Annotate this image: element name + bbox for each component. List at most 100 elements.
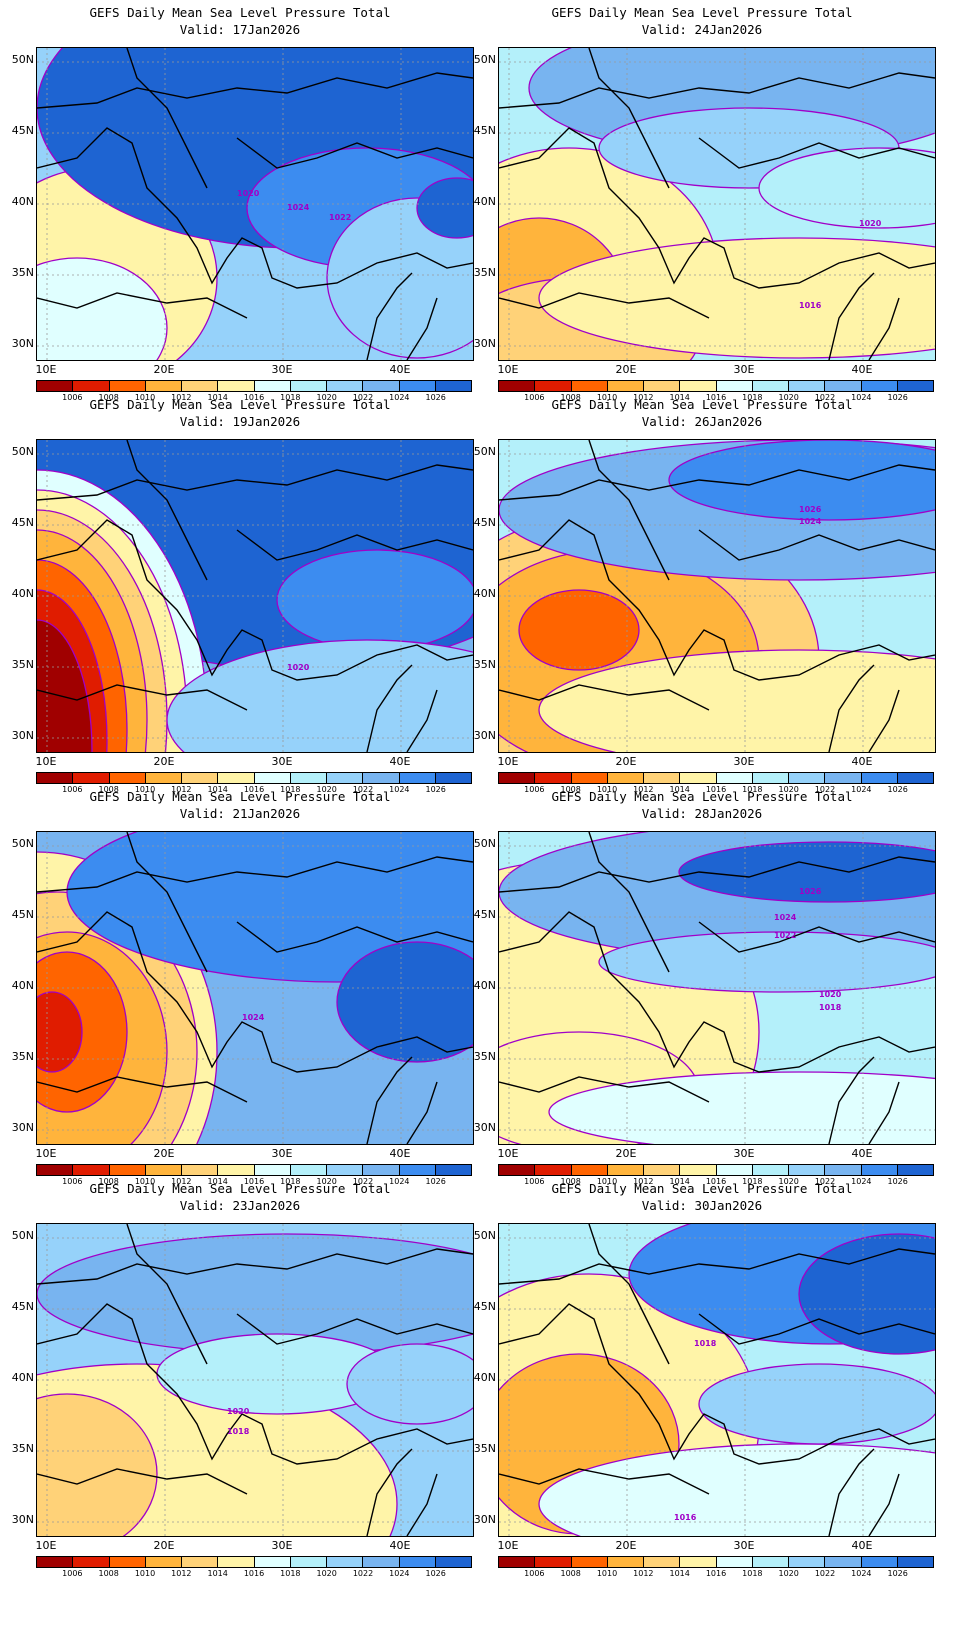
isobar-region [538,649,935,752]
longitude-label: 10E [35,363,57,376]
colorbar-tick-label: 1026 [425,393,446,402]
coastline [406,1473,438,1536]
colorbar-tick-label: 1014 [669,393,690,402]
coastline [868,1081,900,1144]
colorbar-tick-label: 1026 [425,1177,446,1186]
colorbar-tick-label: 1026 [887,1177,908,1186]
colorbar-tick-label: 1016 [243,1177,265,1186]
colorbar-tick-label: 1024 [389,1569,410,1578]
colorbar-tick-label: 1010 [596,393,618,402]
coastline [366,1056,413,1144]
colorbar-swatch [290,381,327,391]
isobar-region [416,177,473,239]
colorbar-labels: 1006 1008 1010 1012 1014 1016 1018 1020 1022 1024… [498,1569,934,1579]
colorbar-swatch [73,1557,110,1567]
coastline [366,272,413,360]
isobar-region [518,589,640,671]
colorbar-swatch [789,773,826,783]
coastline [37,519,473,681]
colorbar-tick-label: 1008 [560,785,581,794]
panel-valid-date: Valid: 24Jan2026 [641,22,763,37]
pressure-map: 1024 [36,831,474,1145]
coastline [236,137,473,169]
pressure-map: 1020 1016 [498,47,936,361]
latitude-label: 45N [11,1300,34,1313]
colorbar-labels: 1006 1008 1010 1012 1014 1016 1018 1020 1022 1024… [498,785,934,795]
longitude-label: 40E [851,363,873,376]
colorbar-swatch [182,773,219,783]
colorbar-swatch [571,773,608,783]
isobar-label: 1024 [774,913,797,922]
colorbar-tick-label: 1016 [705,393,727,402]
colorbar-swatch [825,381,862,391]
colorbar-tick-label: 1026 [425,785,446,794]
colorbar-tick-label: 1012 [171,785,192,794]
coastline [828,272,875,360]
longitude-label: 10E [497,363,519,376]
colorbar-swatch [499,1165,536,1175]
colorbar-tick-label: 1018 [280,1569,301,1578]
panel-valid-date: Valid: 26Jan2026 [641,414,763,429]
coastline [236,921,473,953]
colorbar-swatch [399,1165,436,1175]
panel-valid-date: Valid: 17Jan2026 [179,22,301,37]
colorbar-tick-label: 1008 [560,393,581,402]
colorbar-tick-label: 1026 [887,785,908,794]
coastline [588,48,670,189]
colorbar-swatch [789,1557,826,1567]
colorbar-swatch [435,1165,471,1175]
colorbar-tick-label: 1016 [705,1569,727,1578]
latitude-label: 30N [473,729,496,742]
colorbar-tick-label: 1016 [243,785,265,794]
colorbar-swatch [825,773,862,783]
map-panel: GEFS Daily Mean Sea Level Pressure Total… [462,392,936,795]
colorbar-tick-label: 1026 [425,1569,446,1578]
colorbar-swatch [327,1557,364,1567]
colorbar-swatch [254,773,291,783]
colorbar-tick-label: 1018 [280,1177,301,1186]
colorbar-swatch [752,773,789,783]
coastline [126,48,208,189]
colorbar-swatch [435,1557,471,1567]
latitude-label: 45N [11,124,34,137]
colorbar-swatch [182,1165,219,1175]
latitude-label: 40N [11,587,34,600]
latitude-label: 40N [473,1371,496,1384]
map-panel: GEFS Daily Mean Sea Level Pressure Total… [462,784,936,1186]
colorbar-swatch [363,773,400,783]
colorbar-tick-label: 1020 [316,1569,337,1578]
colorbar-swatch [535,773,572,783]
colorbar-swatch [327,381,364,391]
isobar-label: 1016 [674,1513,697,1522]
coastline [406,297,438,360]
colorbar-tick-label: 1022 [352,1177,374,1186]
colorbar-swatch [182,381,219,391]
isobar-region [538,1443,935,1536]
colorbar-swatch [327,1165,364,1175]
isobar-label: 1020 [227,1407,250,1416]
latitude-label: 30N [11,729,34,742]
coastline [37,1303,473,1465]
latitude-label: 30N [473,1121,496,1134]
panel-valid-date: Valid: 21Jan2026 [179,806,301,821]
coastline [698,921,935,953]
coastline [406,1081,438,1144]
colorbar-tick-label: 1006 [524,1569,545,1578]
colorbar-tick-label: 1008 [98,1569,119,1578]
colorbar-labels: 1006 1008 1010 1012 1014 1016 1018 1020 1022 1024… [498,393,934,403]
coastline [828,1056,875,1144]
isobar-region [37,991,83,1073]
colorbar-tick-label: 1010 [134,1569,156,1578]
isobar-region [668,440,935,521]
longitude-label: 30E [271,363,293,376]
longitude-label: 20E [153,1147,175,1160]
colorbar-tick-label: 1024 [389,393,410,402]
colorbar-tick-label: 1024 [389,785,410,794]
colorbar-swatch [499,381,536,391]
colorbar-tick-label: 1016 [243,393,265,402]
colorbar-swatch [752,381,789,391]
colorbar-swatch [897,773,933,783]
colorbar-tick-label: 1020 [316,785,337,794]
colorbar-tick-label: 1020 [778,1569,799,1578]
longitude-label: 10E [35,755,57,768]
